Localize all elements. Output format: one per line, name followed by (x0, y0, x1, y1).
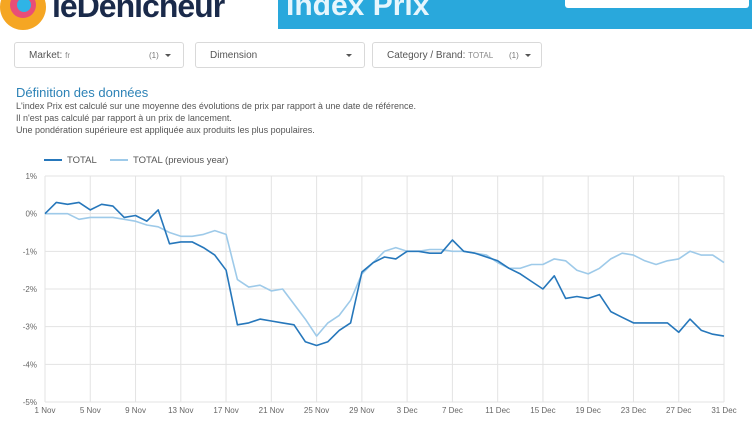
x-tick-label: 15 Dec (530, 406, 555, 415)
dimension-filter-dropdown[interactable]: Dimension (195, 42, 365, 68)
x-tick-label: 25 Nov (304, 406, 329, 415)
x-tick-label: 11 Dec (485, 406, 510, 415)
market-filter-label: Market: (29, 50, 63, 61)
x-tick-label: 19 Dec (576, 406, 601, 415)
y-tick-label: 1% (25, 172, 37, 181)
x-tick-label: 3 Dec (397, 406, 418, 415)
y-tick-label: -5% (23, 398, 37, 407)
series-line-total-previous-year[interactable] (45, 212, 725, 337)
brand-name[interactable]: leDenicheur (52, 0, 225, 24)
definition-line: Une pondération supérieure est appliquée… (16, 125, 315, 135)
definition-title: Définition des données (16, 85, 149, 100)
x-tick-label: 1 Nov (35, 406, 56, 415)
legend-item-total-previous-year[interactable]: TOTAL (previous year) (110, 155, 228, 166)
x-tick-label: 23 Dec (621, 406, 646, 415)
x-tick-label: 29 Nov (349, 406, 374, 415)
y-tick-label: -1% (23, 247, 37, 256)
x-tick-label: 7 Dec (442, 406, 463, 415)
category-filter-value: TOTAL (468, 51, 494, 60)
chevron-down-icon (165, 54, 171, 57)
chevron-down-icon (346, 54, 352, 57)
x-tick-label: 9 Nov (125, 406, 146, 415)
page-title: Index Prix (286, 0, 430, 22)
legend-label: TOTAL (previous year) (133, 155, 229, 166)
definition-line: Il n'est pas calculé par rapport à un pr… (16, 113, 232, 123)
app-header: leDenicheur Index Prix (0, 0, 752, 30)
legend-swatch (110, 159, 128, 162)
legend-item-total[interactable]: TOTAL (44, 155, 97, 166)
market-filter-value: fr (65, 51, 71, 60)
x-tick-label: 17 Nov (213, 406, 238, 415)
x-tick-label: 13 Nov (168, 406, 193, 415)
legend-label: TOTAL (67, 155, 97, 166)
category-filter-count: (1) (509, 51, 519, 60)
category-brand-filter-dropdown[interactable]: Category / Brand: TOTAL (1) (372, 42, 542, 68)
definition-line: L'index Prix est calculé sur une moyenne… (16, 101, 416, 111)
header-search-box[interactable] (565, 0, 749, 8)
y-tick-label: -2% (23, 285, 37, 294)
market-filter-dropdown[interactable]: Market: fr (1) (14, 42, 184, 68)
x-tick-label: 27 Dec (666, 406, 691, 415)
series-line-total[interactable] (44, 201, 725, 347)
dimension-filter-label: Dimension (210, 50, 258, 61)
chevron-down-icon (525, 54, 531, 57)
y-tick-label: 0% (25, 210, 37, 219)
category-filter-label: Category / Brand: (387, 50, 466, 61)
y-tick-label: -4% (23, 360, 37, 369)
x-tick-label: 5 Nov (80, 406, 101, 415)
y-tick-label: -3% (23, 323, 37, 332)
market-filter-count: (1) (149, 51, 159, 60)
x-tick-label: 21 Nov (259, 406, 284, 415)
x-tick-label: 31 Dec (711, 406, 736, 415)
legend-swatch (44, 159, 62, 162)
title-banner: Index Prix (278, 0, 752, 29)
